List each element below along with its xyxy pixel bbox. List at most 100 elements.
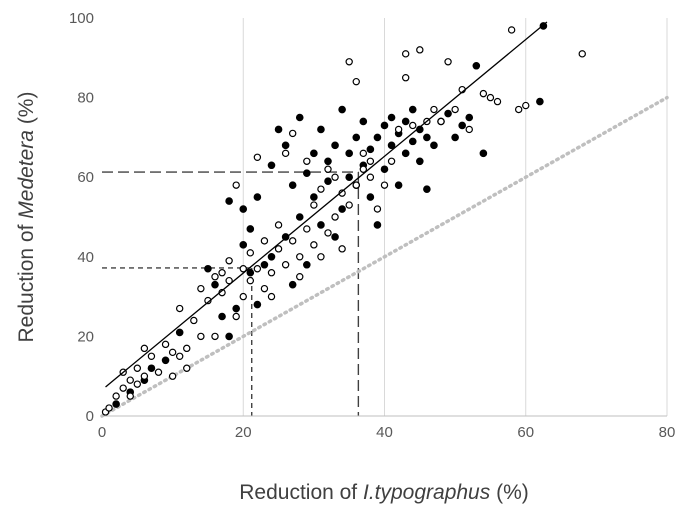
open-point: [296, 273, 304, 281]
open-point: [281, 149, 290, 158]
open-point: [310, 201, 318, 209]
filled-point: [387, 113, 396, 122]
filled-point: [317, 221, 325, 229]
open-point: [218, 269, 226, 277]
open-point: [345, 58, 353, 66]
open-point: [154, 368, 163, 376]
filled-point: [281, 141, 290, 150]
filled-point: [112, 400, 120, 408]
open-point: [437, 117, 445, 126]
open-point: [324, 165, 332, 173]
open-point: [232, 312, 240, 321]
open-point: [324, 229, 332, 237]
y-tick-label: 80: [77, 90, 94, 107]
filled-point: [345, 149, 353, 158]
y-axis-label: Reduction of Medetera (%): [15, 92, 38, 343]
open-point: [140, 344, 149, 353]
open-point: [260, 284, 269, 293]
filled-point: [352, 133, 361, 142]
open-point: [366, 157, 375, 165]
open-point: [267, 269, 276, 277]
open-point: [175, 304, 184, 313]
y-tick-label: 20: [77, 328, 94, 345]
filled-point: [401, 117, 410, 126]
x-tick-label: 40: [376, 424, 393, 441]
open-point: [204, 296, 212, 305]
y-axis-label-species: Medetera: [15, 130, 38, 219]
filled-point: [288, 280, 297, 289]
filled-point: [225, 197, 233, 205]
filled-point: [423, 133, 431, 142]
open-point: [246, 276, 255, 285]
open-point: [387, 157, 396, 165]
open-point: [380, 181, 389, 189]
data-points: [101, 22, 586, 416]
filled-point: [359, 117, 368, 126]
y-axis-label-prefix: Reduction of: [15, 219, 38, 343]
x-tick-label: 60: [517, 424, 534, 441]
filled-point: [310, 149, 318, 158]
filled-point: [536, 97, 544, 106]
open-point: [274, 245, 283, 253]
filled-point: [204, 264, 212, 273]
open-point: [514, 105, 523, 114]
filled-point: [394, 181, 403, 189]
open-point: [126, 392, 134, 400]
filled-point: [267, 161, 276, 170]
open-point: [352, 77, 360, 86]
open-point: [197, 284, 205, 293]
filled-point: [147, 364, 156, 373]
filled-point: [458, 121, 466, 130]
filled-point: [373, 133, 382, 142]
filled-point: [472, 61, 481, 70]
open-point: [246, 249, 255, 257]
open-point: [359, 165, 368, 173]
filled-point: [211, 280, 219, 289]
filled-point: [380, 165, 389, 174]
open-point: [303, 157, 311, 165]
filled-point: [303, 169, 311, 178]
identity-line: [100, 95, 669, 418]
open-point: [183, 344, 191, 353]
filled-point: [331, 233, 339, 241]
y-axis-label-unit: (%): [15, 92, 38, 131]
grid: [242, 18, 668, 416]
filled-point: [225, 332, 233, 341]
x-axis-label-prefix: Reduction of: [239, 481, 363, 504]
filled-point: [246, 225, 255, 233]
open-point: [416, 46, 424, 54]
open-point: [133, 364, 142, 372]
open-point: [253, 265, 262, 273]
filled-point: [281, 233, 290, 241]
open-point: [168, 372, 177, 380]
filled-point: [239, 241, 248, 249]
open-point: [112, 392, 120, 400]
open-point: [578, 50, 586, 58]
filled-point: [175, 328, 184, 337]
open-point: [310, 241, 318, 249]
open-point: [409, 121, 417, 130]
filled-point: [444, 109, 452, 118]
x-tick-label: 20: [235, 424, 252, 441]
open-point: [147, 352, 156, 360]
y-axis-ticks: 0 20 40 60 80 100: [69, 10, 94, 425]
open-point: [105, 404, 113, 412]
filled-point: [338, 105, 346, 114]
filled-point: [239, 205, 248, 213]
filled-point: [380, 121, 389, 130]
x-tick-label: 0: [98, 424, 106, 441]
y-tick-label: 100: [69, 10, 94, 27]
open-point: [522, 101, 530, 110]
open-point: [296, 253, 304, 261]
filled-point: [451, 133, 459, 142]
filled-point: [218, 312, 226, 321]
open-point: [352, 181, 360, 189]
filled-point: [430, 141, 438, 150]
filled-point: [267, 252, 276, 261]
filled-point: [295, 113, 304, 122]
open-point: [274, 221, 283, 229]
filled-point: [310, 193, 318, 201]
x-axis-ticks: 0 20 40 60 80: [98, 424, 676, 441]
filled-point: [366, 145, 375, 154]
